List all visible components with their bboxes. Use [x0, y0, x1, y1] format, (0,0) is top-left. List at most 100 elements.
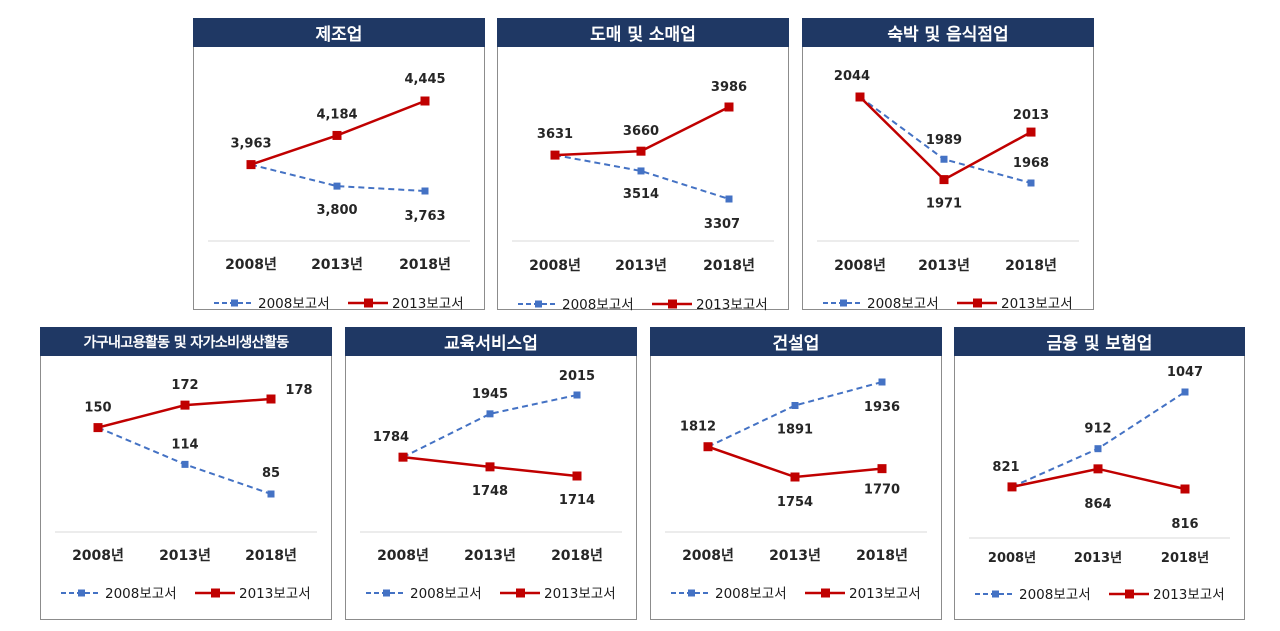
x-tick-label: 2013년 — [464, 548, 516, 564]
x-tick-label: 2018년 — [551, 548, 603, 564]
chart-title: 금융 및 보험업 — [954, 327, 1245, 356]
x-tick-label: 2018년 — [856, 548, 908, 564]
point-marker-2008-1 — [791, 401, 799, 409]
legend: 2008보고서 2013보고서 — [61, 586, 311, 602]
legend-marker-2013 — [364, 298, 373, 308]
legend-marker-2013 — [821, 588, 830, 598]
point-marker-2008-2 — [725, 195, 733, 203]
x-tick-label: 2018년 — [1005, 258, 1057, 274]
data-label: 1812 — [680, 420, 716, 435]
data-label: 1714 — [559, 493, 595, 508]
line-chart: 3,800 3,763 3,963 4,184 4,445 2008년 2013년 2018년… — [208, 72, 470, 312]
data-label: 3514 — [623, 187, 659, 202]
data-label: 3,963 — [230, 137, 271, 152]
series-line-2008 — [402, 394, 578, 459]
line-chart: 1784 1945 2015 1748 1714 2008년 2013년 2018년 2008보… — [360, 369, 622, 602]
legend-marker-2008 — [383, 589, 390, 597]
x-tick-label: 2013년 — [311, 257, 363, 273]
point-marker-2013-2 — [724, 102, 734, 112]
legend-label-2008: 2008보고서 — [867, 296, 939, 312]
x-tick-label: 2018년 — [245, 548, 297, 564]
legend-marker-2008 — [231, 299, 238, 307]
x-tick-label: 2008년 — [225, 257, 277, 273]
legend-label-2013: 2013보고서 — [1001, 296, 1073, 312]
legend-marker-2013 — [211, 588, 220, 598]
x-tick-label: 2013년 — [1074, 551, 1122, 566]
point-marker-2008-2 — [878, 378, 886, 386]
x-tick-label: 2018년 — [703, 258, 755, 274]
point-marker-2013-2 — [572, 471, 582, 481]
data-label: 85 — [262, 466, 280, 481]
point-marker-2008-1 — [940, 155, 948, 163]
chart-panel-education: 교육서비스업 1784 1945 2015 1748 1714 2008년 2013년 2018… — [345, 327, 637, 620]
point-marker-2008-1 — [486, 410, 494, 418]
legend-label-2013: 2013보고서 — [1153, 587, 1225, 603]
data-label: 150 — [84, 401, 111, 416]
chart-panel-manufacturing: 제조업 3,800 3,763 3,963 4,184 4,445 2008년 2013년 20… — [193, 18, 485, 312]
data-label: 3631 — [537, 127, 573, 142]
data-label: 172 — [171, 378, 198, 393]
legend: 2008보고서 2013보고서 — [366, 586, 616, 602]
legend-label-2013: 2013보고서 — [392, 296, 464, 312]
x-tick-label: 2008년 — [529, 258, 581, 274]
legend-label-2008: 2008보고서 — [715, 586, 787, 602]
data-label: 2044 — [834, 69, 870, 84]
point-marker-2008-1 — [181, 460, 189, 468]
legend-label-2008: 2008보고서 — [562, 297, 634, 313]
series-line-2013 — [707, 445, 883, 479]
x-tick-label: 2008년 — [682, 548, 734, 564]
data-label: 2015 — [559, 369, 595, 384]
legend-marker-2008 — [535, 300, 542, 308]
legend-marker-2008 — [992, 590, 999, 598]
chart-panel-construction: 건설업 1812 1891 1936 1754 1770 2008년 2013년 2018년 20… — [650, 327, 942, 620]
point-marker-2013-1 — [485, 462, 495, 472]
data-label: 864 — [1084, 497, 1111, 512]
point-marker-2008-2 — [267, 490, 275, 498]
line-chart: 114 85 150 172 178 2008년 2013년 2018년 2008보고서 2013… — [55, 378, 317, 602]
series-line-2008 — [707, 381, 883, 448]
data-label: 1047 — [1167, 365, 1203, 380]
data-label: 114 — [171, 437, 198, 452]
data-label: 1891 — [777, 422, 813, 437]
point-marker-2008-2 — [573, 391, 581, 399]
point-marker-2013-1 — [1093, 464, 1103, 474]
data-label: 3307 — [704, 217, 740, 232]
data-label: 1971 — [926, 197, 962, 212]
x-tick-label: 2013년 — [918, 258, 970, 274]
x-tick-label: 2018년 — [399, 257, 451, 273]
chart-title: 숙박 및 음식점업 — [802, 18, 1094, 47]
chart-panel-accommodation-food: 숙박 및 음식점업 1989 1968 2044 1971 2013 2008년 2013년 2… — [802, 18, 1094, 312]
point-marker-2013-1 — [180, 400, 190, 410]
point-marker-2013-1 — [636, 146, 646, 156]
point-marker-2013-2 — [877, 464, 887, 474]
x-tick-label: 2013년 — [159, 548, 211, 564]
data-label: 816 — [1171, 517, 1198, 532]
x-tick-label: 2013년 — [769, 548, 821, 564]
x-tick-label: 2008년 — [988, 551, 1036, 566]
point-marker-2008-1 — [637, 167, 645, 175]
legend: 2008보고서 2013보고서 — [671, 586, 921, 602]
data-label: 821 — [992, 460, 1019, 475]
point-marker-2008-1 — [1094, 445, 1102, 453]
x-tick-label: 2018년 — [1161, 551, 1209, 566]
point-marker-2008-1 — [333, 182, 341, 190]
line-chart: 3514 3307 3631 3660 3986 2008년 2013년 2018년 2008보… — [512, 80, 774, 313]
point-marker-2013-0 — [246, 160, 256, 170]
chart-title: 도매 및 소매업 — [497, 18, 789, 47]
data-label: 1748 — [472, 484, 508, 499]
line-chart: 1812 1891 1936 1754 1770 2008년 2013년 2018년 2008보… — [665, 378, 927, 602]
x-tick-label: 2008년 — [72, 548, 124, 564]
legend-marker-2013 — [516, 588, 525, 598]
data-label: 178 — [285, 383, 312, 398]
data-label: 4,184 — [316, 107, 357, 122]
legend-label-2008: 2008보고서 — [105, 586, 177, 602]
legend-label-2013: 2013보고서 — [849, 586, 921, 602]
chart-title: 교육서비스업 — [345, 327, 637, 356]
point-marker-2013-0 — [1007, 482, 1017, 492]
legend-label-2008: 2008보고서 — [1019, 587, 1091, 603]
point-marker-2008-2 — [1027, 179, 1035, 187]
chart-panel-household-activities: 가구내고용활동 및 자가소비생산활동 114 85 150 172 178 2008년 201… — [40, 327, 332, 620]
legend-marker-2013 — [1125, 589, 1134, 599]
point-marker-2013-0 — [550, 150, 560, 160]
